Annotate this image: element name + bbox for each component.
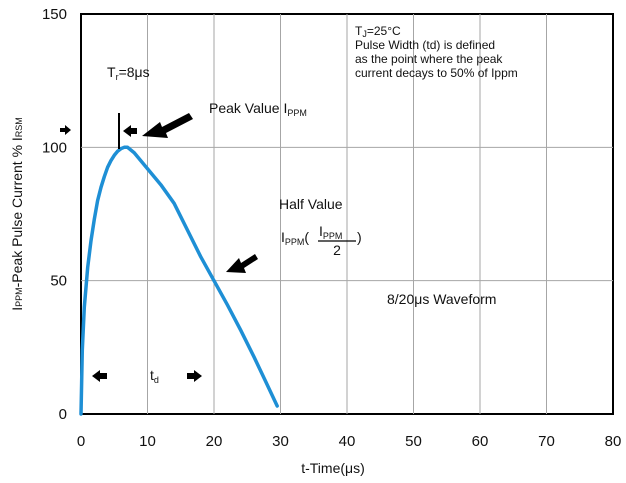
rise-time-suffix: =8μs: [119, 64, 150, 80]
half-value-arrow-icon: [226, 254, 258, 273]
note-line-3: as the point where the peak: [355, 52, 503, 66]
y-axis-label-sub2: RSM: [14, 117, 24, 137]
curve-point-12: [116, 150, 119, 153]
rise-time-prefix: T: [107, 64, 116, 80]
half-formula-open-paren: (: [304, 229, 309, 245]
note-tj-sub: J: [362, 29, 367, 39]
curve-point-18: [159, 183, 162, 186]
curve-point-13: [119, 147, 123, 150]
curve-point-10: [109, 159, 113, 162]
curve-point-9: [106, 166, 109, 169]
curve-point-20: [186, 228, 189, 232]
td-label: td: [150, 367, 159, 385]
note-line-2: Pulse Width (td) is defined: [355, 38, 495, 52]
peak-value-sub: PPM: [287, 108, 307, 118]
curve-point-7: [99, 186, 103, 189]
half-formula-num-main: I: [319, 223, 323, 239]
td-main: t: [150, 367, 154, 383]
half-value-title: Half Value: [279, 196, 343, 212]
curve-point-4: [89, 239, 93, 242]
half-value-formula: IPPM( IPPM 2 ): [281, 223, 362, 258]
note-tj-suffix: =25°C: [367, 24, 401, 38]
tick-labels: 0 10 20 30 40 50 60 70 80 0 50 100 150: [42, 6, 621, 450]
y-tick-label-3: 150: [42, 6, 67, 23]
x-tick-label-7: 70: [538, 433, 555, 450]
curve-point-22: [212, 279, 216, 282]
y-axis-label: IPPM-Peak Pulse Current % IRSM: [9, 117, 25, 311]
rise-time-sub: r: [116, 72, 119, 82]
td-sub: d: [154, 375, 159, 385]
curve-point-14: [123, 146, 126, 149]
half-formula-lead-sub: PPM: [285, 237, 305, 247]
half-formula-close-paren: ): [357, 229, 362, 245]
half-formula-denominator: 2: [333, 242, 341, 258]
pulse-curve: [79, 145, 279, 416]
half-formula-numerator: IPPM: [319, 223, 342, 241]
curve-point-19: [172, 202, 176, 205]
curve-point-26: [266, 383, 269, 386]
y-tick-label-2: 100: [42, 139, 67, 156]
curve-point-24: [239, 328, 242, 332]
curve-point-11: [113, 154, 116, 157]
x-tick-label-6: 60: [472, 433, 489, 450]
peak-left-arrow-icon: [60, 125, 71, 135]
peak-value-arrow-icon: [142, 113, 193, 138]
curve-point-8: [103, 175, 106, 178]
y-axis-label-mid: -Peak Pulse Current % I: [9, 137, 25, 287]
conditions-note: TJ=25°C Pulse Width (td) is defined as t…: [355, 24, 518, 80]
half-formula-num-sub: PPM: [323, 231, 343, 241]
curve-point-5: [93, 218, 96, 221]
x-tick-label-0: 0: [77, 433, 85, 450]
curve-point-27: [275, 404, 279, 408]
peak-value-label: Peak Value IPPM: [209, 100, 307, 118]
x-tick-label-2: 20: [206, 433, 223, 450]
curve-point-6: [96, 199, 99, 202]
note-line-4: current decays to 50% of Ippm: [355, 66, 518, 80]
x-axis-label: t-Time(μs): [301, 460, 365, 476]
curve-point-17: [146, 167, 149, 170]
curve-point-2: [83, 306, 86, 309]
half-formula-lead: IPPM(: [281, 229, 309, 247]
x-tick-label-5: 50: [405, 433, 422, 450]
td-left-arrow-icon: [92, 370, 107, 382]
curve-point-23: [226, 303, 229, 306]
note-tj-prefix: T: [355, 24, 363, 38]
x-tick-label-4: 40: [339, 433, 356, 450]
y-axis-label-main: I: [9, 307, 25, 311]
arrows: [60, 113, 258, 382]
td-right-arrow-icon: [187, 370, 202, 382]
y-tick-label-0: 0: [59, 406, 67, 423]
y-axis-label-sub1: PPM: [14, 287, 24, 307]
x-tick-label-3: 30: [272, 433, 289, 450]
curve-point-3: [86, 266, 89, 269]
peak-right-arrow-icon: [123, 125, 137, 137]
curve-point-15: [126, 146, 129, 149]
curve-points: [79, 146, 279, 416]
curve-point-25: [252, 355, 256, 358]
peak-value-text: Peak Value I: [209, 100, 287, 116]
curve-point-1: [81, 348, 84, 352]
waveform-label: 8/20μs Waveform: [387, 291, 496, 307]
x-tick-label-1: 10: [139, 433, 156, 450]
rise-time-label: Tr=8μs: [107, 64, 150, 82]
y-tick-label-1: 50: [50, 273, 67, 290]
curve-point-16: [133, 151, 136, 154]
x-tick-label-8: 80: [605, 433, 622, 450]
note-line-1: TJ=25°C: [355, 24, 401, 39]
curve-point-0: [79, 412, 83, 416]
half-formula-lead-main: I: [281, 229, 285, 245]
curve-point-21: [199, 255, 202, 258]
grid: [81, 14, 613, 414]
